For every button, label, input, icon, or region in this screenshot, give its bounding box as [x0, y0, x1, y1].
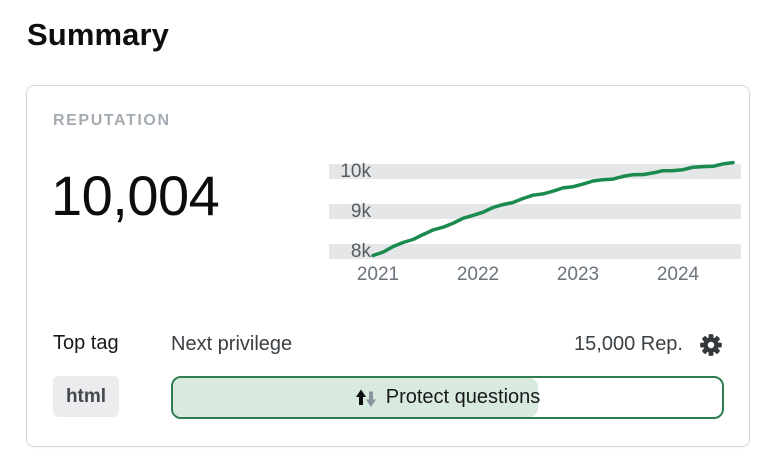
x-axis-label: 2024 [656, 264, 700, 285]
y-axis-label: 8k [350, 240, 371, 262]
x-axis-label: 2021 [356, 264, 400, 285]
y-axis-label: 9k [350, 200, 371, 222]
settings-button[interactable] [698, 332, 724, 358]
x-axis-label: 2023 [556, 264, 600, 285]
next-privilege-row: Next privilege 15,000 Rep. [171, 331, 724, 358]
tag-html[interactable]: html [53, 376, 119, 417]
reputation-label: REPUTATION [53, 112, 171, 129]
privilege-progress-fill [173, 378, 538, 417]
y-axis-label: 10k [340, 160, 371, 182]
privilege-progress-bar[interactable]: Protect questions [171, 376, 724, 419]
reputation-line-graph [329, 160, 741, 259]
privilege-progress-content: Protect questions [173, 378, 722, 417]
reputation-value: 10,004 [51, 164, 220, 227]
top-tag-label: Top tag [53, 332, 119, 354]
page-title: Summary [27, 17, 169, 52]
gear-icon [700, 333, 722, 356]
next-privilege-label: Next privilege [171, 333, 293, 355]
up-down-vote-icon [355, 387, 377, 409]
summary-card: REPUTATION 10,004 8k 9k 10k 2021 2022 2023 202… [26, 85, 750, 447]
privilege-progress-label: Protect questions [385, 386, 541, 408]
reputation-chart[interactable]: 8k 9k 10k 2021 2022 2023 2024 [329, 149, 741, 294]
x-axis-label: 2022 [456, 264, 500, 285]
next-privilege-rep: 15,000 Rep. [574, 333, 683, 355]
